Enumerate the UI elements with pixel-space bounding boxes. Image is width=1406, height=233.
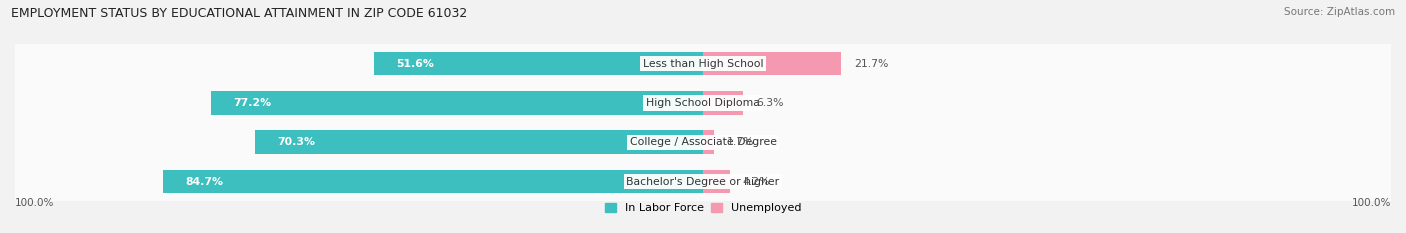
Bar bbox=[703, 170, 730, 193]
Text: 70.3%: 70.3% bbox=[277, 137, 315, 147]
Legend: In Labor Force, Unemployed: In Labor Force, Unemployed bbox=[600, 198, 806, 218]
Text: High School Diploma: High School Diploma bbox=[647, 98, 759, 108]
Bar bbox=[703, 52, 841, 75]
Bar bbox=[15, 83, 1391, 123]
Bar bbox=[254, 130, 703, 154]
Text: 100.0%: 100.0% bbox=[1351, 199, 1391, 208]
Text: 6.3%: 6.3% bbox=[756, 98, 783, 108]
Bar bbox=[703, 91, 744, 115]
Text: 100.0%: 100.0% bbox=[15, 199, 55, 208]
Bar bbox=[15, 123, 1391, 162]
Bar bbox=[163, 170, 703, 193]
Bar bbox=[15, 162, 1391, 201]
Text: EMPLOYMENT STATUS BY EDUCATIONAL ATTAINMENT IN ZIP CODE 61032: EMPLOYMENT STATUS BY EDUCATIONAL ATTAINM… bbox=[11, 7, 468, 20]
Text: 4.2%: 4.2% bbox=[742, 177, 770, 187]
Text: 21.7%: 21.7% bbox=[853, 58, 889, 69]
Text: College / Associate Degree: College / Associate Degree bbox=[630, 137, 776, 147]
Text: Bachelor's Degree or higher: Bachelor's Degree or higher bbox=[627, 177, 779, 187]
Text: 51.6%: 51.6% bbox=[396, 58, 434, 69]
Bar bbox=[15, 44, 1391, 83]
Text: Source: ZipAtlas.com: Source: ZipAtlas.com bbox=[1284, 7, 1395, 17]
Bar bbox=[703, 130, 714, 154]
Bar bbox=[211, 91, 703, 115]
Text: 77.2%: 77.2% bbox=[233, 98, 271, 108]
Text: Less than High School: Less than High School bbox=[643, 58, 763, 69]
Bar bbox=[374, 52, 703, 75]
Text: 1.7%: 1.7% bbox=[727, 137, 754, 147]
Text: 84.7%: 84.7% bbox=[186, 177, 224, 187]
